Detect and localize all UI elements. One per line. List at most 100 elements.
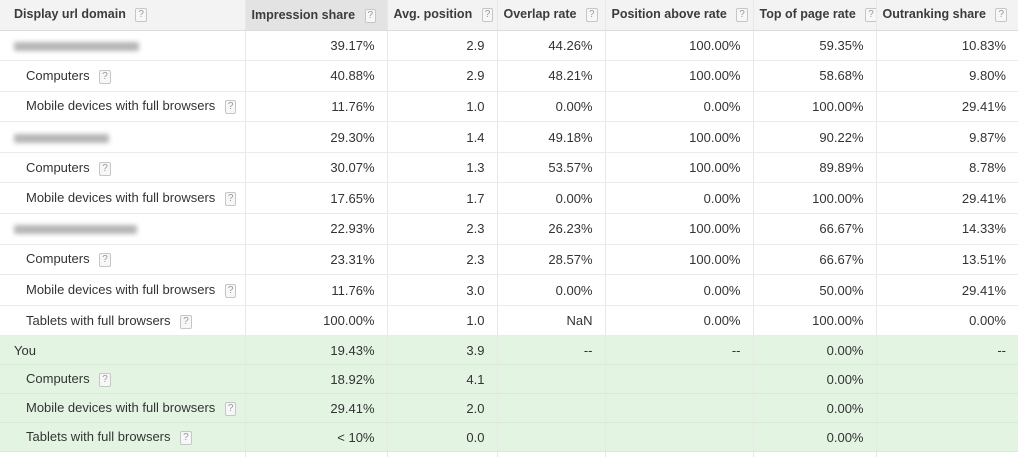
impression-share-cell: 23.31%: [244, 244, 387, 276]
overlap-rate-cell: [496, 364, 605, 395]
help-icon[interactable]: ?: [99, 373, 111, 388]
overlap-rate-cell: 0.00%: [496, 182, 605, 215]
column-header-label: Outranking share: [882, 7, 987, 22]
position-above-rate-cell: 100.00%: [604, 60, 753, 92]
redacted-domain: [14, 41, 139, 51]
avg-position-cell: 1.0: [386, 91, 497, 123]
help-icon[interactable]: ?: [224, 284, 237, 299]
table-row: Tablets with full browsers ? < 10% 0.0 0…: [0, 422, 1018, 453]
help-icon[interactable]: ?: [364, 8, 377, 23]
outranking-share-cell: 0.00%: [875, 305, 1018, 337]
top-of-page-rate-cell: 66.67%: [752, 244, 876, 276]
impression-share-cell: 18.92%: [244, 364, 387, 395]
table-row: Mobile devices with full browsers ? 17.6…: [0, 182, 1018, 215]
column-header-overlap-rate[interactable]: Overlap rate ?: [496, 0, 605, 31]
column-header-impression-share[interactable]: Impression share ? ↓: [244, 0, 387, 31]
outranking-share-cell: 13.51%: [875, 244, 1018, 276]
row-label-cell: You: [0, 335, 245, 366]
header-row: Display url domain ? Impression share ? …: [0, 0, 1018, 31]
impression-share-cell: 11.76%: [244, 91, 387, 123]
avg-position-cell: 1.4: [386, 121, 497, 153]
overlap-rate-cell: 28.57%: [496, 244, 605, 276]
table-row: Computers ? 23.31% 2.3 28.57% 100.00% 66…: [0, 244, 1018, 276]
avg-position-cell: 1.7: [386, 182, 497, 215]
overlap-rate-cell: 48.21%: [496, 60, 605, 92]
overlap-rate-cell: 53.57%: [496, 152, 605, 184]
impression-share-cell: 30.07%: [244, 152, 387, 184]
outranking-share-cell: --: [875, 335, 1018, 366]
help-icon[interactable]: ?: [224, 402, 237, 417]
column-header-label: Position above rate: [611, 7, 727, 22]
position-above-rate-cell: [604, 393, 753, 424]
help-icon[interactable]: ?: [135, 8, 147, 23]
table-row: Computers ? 30.07% 1.3 53.57% 100.00% 89…: [0, 152, 1018, 184]
avg-position-cell: 2.0: [386, 393, 497, 424]
avg-position-cell: 1.3: [386, 152, 497, 184]
impression-share-cell: 11.76%: [244, 274, 387, 306]
row-label-cell: Mobile devices with full browsers ?: [0, 274, 245, 306]
help-icon[interactable]: ?: [865, 8, 876, 23]
table-row: Computers ? 18.92% 4.1 0.00%: [0, 364, 1018, 395]
position-above-rate-cell: [604, 364, 753, 395]
row-label-cell: Tablets with full browsers ?: [0, 422, 245, 453]
overlap-rate-cell: 44.26%: [496, 30, 605, 62]
avg-position-cell: 2.9: [386, 60, 497, 92]
top-of-page-rate-cell: 100.00%: [752, 91, 876, 123]
row-label-cell: [0, 30, 245, 62]
column-header-position-above-rate[interactable]: Position above rate ?: [604, 0, 753, 31]
column-header-avg-position[interactable]: Avg. position ?: [386, 0, 497, 31]
column-header-display-url-domain[interactable]: Display url domain ?: [0, 0, 245, 31]
impression-share-cell: 17.65%: [244, 182, 387, 215]
outranking-share-cell: [875, 393, 1018, 424]
impression-share-cell: 29.30%: [244, 121, 387, 153]
help-icon[interactable]: ?: [995, 8, 1008, 23]
help-icon[interactable]: ?: [180, 431, 192, 446]
overlap-rate-cell: --: [496, 335, 605, 366]
outranking-share-cell: [875, 364, 1018, 395]
help-icon[interactable]: ?: [180, 314, 192, 329]
top-of-page-rate-cell: 0.00%: [752, 364, 876, 395]
help-icon[interactable]: ?: [99, 161, 111, 176]
top-of-page-rate-cell: 100.00%: [752, 182, 876, 215]
column-header-outranking-share[interactable]: Outranking share ?: [875, 0, 1018, 31]
avg-position-cell: 3.9: [386, 335, 497, 366]
table-row: Mobile devices with full browsers ? 11.7…: [0, 274, 1018, 306]
help-icon[interactable]: ?: [99, 253, 111, 268]
position-above-rate-cell: 100.00%: [604, 30, 753, 62]
overlap-rate-cell: [496, 393, 605, 424]
row-label: Mobile devices with full browsers: [26, 190, 216, 206]
column-header-label: Avg. position: [393, 7, 473, 22]
avg-position-cell: 3.0: [386, 274, 497, 306]
column-header-top-of-page-rate[interactable]: Top of page rate ?: [752, 0, 876, 31]
position-above-rate-cell: [604, 422, 753, 453]
row-label-cell: Computers ?: [0, 244, 245, 276]
column-header-label: Impression share: [251, 7, 356, 22]
outranking-share-cell: 9.80%: [875, 60, 1018, 92]
position-above-rate-cell: 100.00%: [604, 121, 753, 153]
help-icon[interactable]: ?: [224, 100, 237, 115]
top-of-page-rate-cell: 89.89%: [752, 152, 876, 184]
row-label-cell: Mobile devices with full browsers ?: [0, 393, 245, 424]
help-icon[interactable]: ?: [481, 8, 494, 23]
outranking-share-cell: 29.41%: [875, 91, 1018, 123]
position-above-rate-cell: 100.00%: [604, 244, 753, 276]
help-icon[interactable]: ?: [736, 8, 748, 23]
impression-share-cell: 29.41%: [244, 393, 387, 424]
help-icon[interactable]: ?: [99, 69, 111, 84]
position-above-rate-cell: 100.00%: [604, 152, 753, 184]
row-label: Tablets with full browsers: [26, 429, 171, 445]
redacted-domain: [14, 133, 109, 143]
position-above-rate-cell: 0.00%: [604, 91, 753, 123]
row-label-cell: Computers ?: [0, 152, 245, 184]
avg-position-cell: 4.1: [386, 364, 497, 395]
row-label: You: [14, 342, 36, 358]
impression-share-cell: 19.43%: [244, 335, 387, 366]
table-row: Tablets with full browsers ? 100.00% 1.0…: [0, 305, 1018, 337]
help-icon[interactable]: ?: [224, 192, 237, 207]
outranking-share-cell: 9.87%: [875, 121, 1018, 153]
position-above-rate-cell: 100.00%: [604, 213, 753, 245]
top-of-page-rate-cell: 100.00%: [752, 305, 876, 337]
top-of-page-rate-cell: 0.00%: [752, 422, 876, 453]
help-icon[interactable]: ?: [585, 8, 598, 23]
